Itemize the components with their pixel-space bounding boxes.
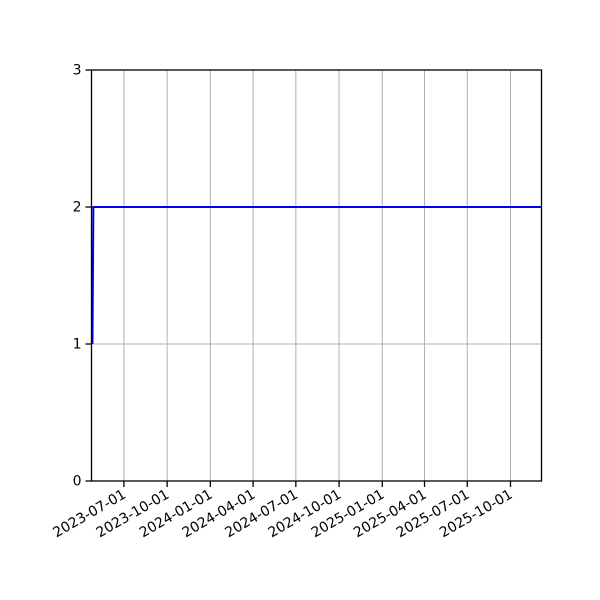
series-line (91, 206, 542, 345)
y-tick-label: 1 (73, 336, 82, 352)
y-tick-label: 3 (73, 62, 82, 78)
plot-border (90, 69, 543, 482)
y-tick-label: 2 (73, 199, 82, 215)
y-tick-label: 0 (73, 473, 82, 489)
